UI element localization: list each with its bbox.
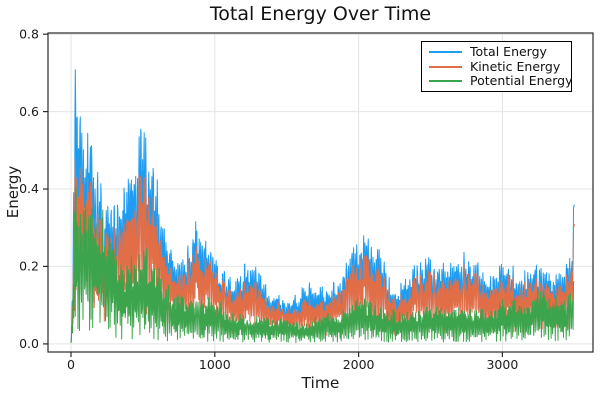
legend-total-line-icon (429, 50, 462, 53)
svg-text:0.0: 0.0 (19, 336, 39, 351)
svg-text:2000: 2000 (343, 357, 375, 372)
svg-text:0.6: 0.6 (19, 104, 39, 119)
legend-row-total: Total Energy (429, 43, 567, 59)
legend-row-kinetic: Kinetic Energy (429, 58, 567, 74)
legend-potential-line-icon (429, 80, 462, 83)
legend-total-label: Total Energy (470, 43, 547, 59)
chart-title: Total Energy Over Time (209, 3, 432, 25)
svg-text:0.2: 0.2 (19, 259, 39, 274)
y-axis-label: Energy (4, 165, 22, 219)
legend: Total Energy Kinetic Energy Potential En… (421, 41, 573, 92)
legend-row-potential: Potential Energy (429, 74, 573, 88)
svg-text:0.4: 0.4 (19, 181, 39, 196)
x-axis-label: Time (301, 374, 340, 392)
legend-kinetic-line-icon (429, 65, 462, 68)
svg-text:3000: 3000 (486, 357, 518, 372)
svg-text:0.8: 0.8 (19, 26, 39, 41)
svg-text:1000: 1000 (199, 357, 231, 372)
legend-kinetic-label: Kinetic Energy (470, 58, 561, 74)
legend-potential-label: Potential Energy (470, 73, 573, 89)
svg-text:0: 0 (67, 357, 75, 372)
